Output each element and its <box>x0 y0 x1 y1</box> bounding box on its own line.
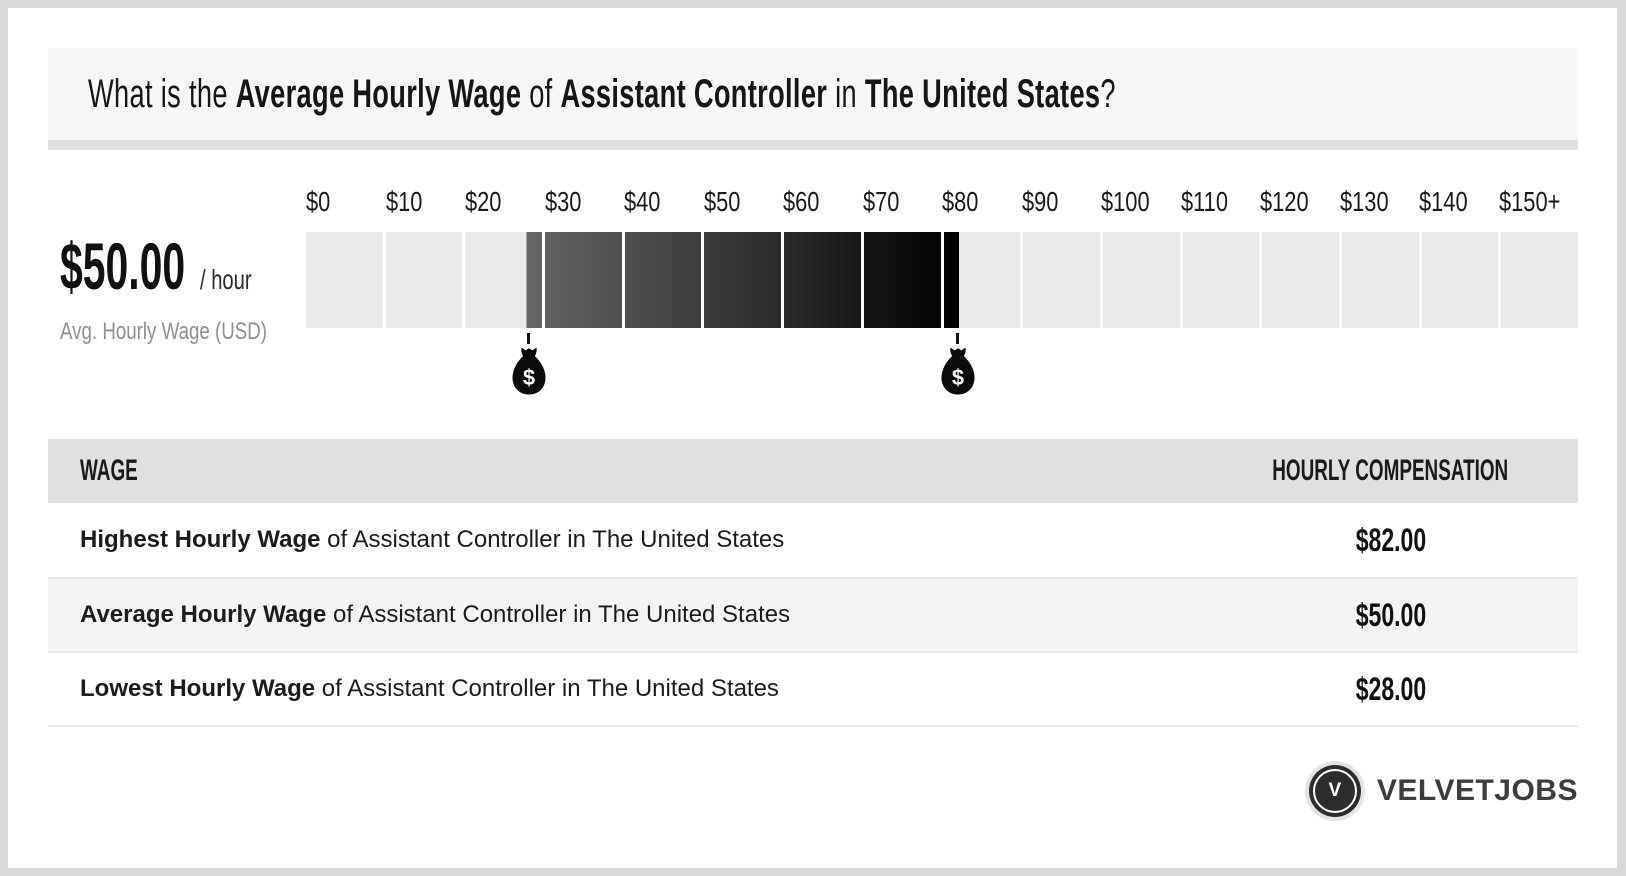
wage-bar-cell <box>306 232 383 328</box>
page-title: What is the Average Hourly Wage of Assis… <box>88 72 1116 117</box>
infographic-page: What is the Average Hourly Wage of Assis… <box>8 8 1617 868</box>
money-bag-icon: $ <box>941 347 975 395</box>
marker-tick <box>956 333 960 344</box>
axis-tick-label: $130 <box>1339 186 1389 217</box>
average-wage-unit: / hour <box>199 264 252 295</box>
footer: V VELVETJOBS <box>48 761 1578 821</box>
wage-bar-cell <box>1421 232 1499 328</box>
wage-gauge-section: $50.00 / hour Avg. Hourly Wage (USD) $0 $… <box>48 186 1578 395</box>
title-emphasis: The United States <box>864 71 1101 116</box>
wage-axis-labels: $0 $10 $20 $30 $40 $50 $60 $70 $80 $90 $100 $110 $12… <box>306 186 1578 217</box>
wage-bar-cell <box>1501 232 1578 328</box>
wage-bar-cell <box>624 232 702 328</box>
title-plain: in <box>827 71 865 116</box>
axis-tick-label: $120 <box>1260 186 1309 217</box>
wage-bar-cell <box>1023 232 1100 328</box>
table-row: Highest Hourly Wage of Assistant Control… <box>48 503 1578 577</box>
axis-tick-label: $50 <box>703 186 740 217</box>
velvetjobs-logo-icon[interactable]: V <box>1308 765 1361 817</box>
axis-tick-label: $40 <box>624 186 661 217</box>
axis-tick-label: $90 <box>1021 186 1058 217</box>
average-wage-summary: $50.00 / hour Avg. Hourly Wage (USD) <box>48 186 306 346</box>
axis-tick-label: $10 <box>385 186 422 217</box>
title-plain: What is the <box>88 71 236 116</box>
wage-row-value: $82.00 <box>1355 521 1426 558</box>
velvetjobs-wordmark[interactable]: VELVETJOBS <box>1376 774 1578 807</box>
money-bag-icon: $ <box>512 347 546 395</box>
average-wage-amount: $50.00 <box>60 229 186 303</box>
axis-tick-label: $140 <box>1419 186 1468 217</box>
axis-tick-label: $60 <box>783 186 820 217</box>
wage-row-label: Average Hourly Wage of Assistant Control… <box>80 601 791 628</box>
question-title-card: What is the Average Hourly Wage of Assis… <box>48 48 1578 150</box>
axis-tick-label: $30 <box>544 186 581 217</box>
table-row: Average Hourly Wage of Assistant Control… <box>48 577 1578 651</box>
wage-row-label: Lowest Hourly Wage of Assistant Controll… <box>80 675 779 702</box>
column-header-wage: WAGE <box>80 454 138 487</box>
axis-tick-label: $150+ <box>1498 186 1560 217</box>
svg-text:$: $ <box>522 365 534 390</box>
wage-bar-cell <box>545 232 622 328</box>
wage-table: WAGE HOURLY COMPENSATION Highest Hourly … <box>48 439 1578 727</box>
title-plain: ? <box>1100 71 1116 116</box>
wage-bar-cell <box>943 232 1021 328</box>
wage-bar-cell <box>1262 232 1339 328</box>
axis-tick-label: $0 <box>306 186 331 217</box>
average-wage-caption: Avg. Hourly Wage (USD) <box>60 318 268 345</box>
wage-table-body: Highest Hourly Wage of Assistant Control… <box>48 503 1578 725</box>
wage-bar-cell <box>1102 232 1180 328</box>
column-header-hourly-compensation: HOURLY COMPENSATION <box>1272 454 1509 487</box>
title-plain: of <box>521 71 561 116</box>
wage-bar-cell <box>1341 232 1419 328</box>
wage-bar-cell <box>784 232 861 328</box>
axis-tick-label: $70 <box>862 186 899 217</box>
wage-bar-cell <box>704 232 782 328</box>
logo-letter: V <box>1328 780 1342 801</box>
wage-bar-cell <box>385 232 463 328</box>
title-emphasis: Assistant Controller <box>560 71 828 116</box>
axis-tick-label: $100 <box>1101 186 1150 217</box>
table-row: Lowest Hourly Wage of Assistant Controll… <box>48 651 1578 725</box>
wage-row-value: $50.00 <box>1355 596 1426 633</box>
axis-tick-label: $20 <box>465 186 502 217</box>
axis-tick-label: $80 <box>942 186 979 217</box>
lowest-wage-marker: $ <box>512 328 546 395</box>
wage-bar-cells <box>306 232 1578 328</box>
wage-range-bar: $ $ <box>306 232 1578 395</box>
wage-table-header: WAGE HOURLY COMPENSATION <box>48 439 1578 503</box>
svg-text:$: $ <box>952 365 964 390</box>
highest-wage-marker: $ <box>941 328 975 395</box>
wage-bar-cell <box>465 232 543 328</box>
wage-row-label: Highest Hourly Wage of Assistant Control… <box>80 526 785 553</box>
wage-bar-cell <box>1182 232 1260 328</box>
wage-row-value: $28.00 <box>1355 670 1426 707</box>
wage-bar-cell <box>863 232 941 328</box>
axis-tick-label: $110 <box>1180 186 1228 217</box>
marker-tick <box>527 333 531 344</box>
title-emphasis: Average Hourly Wage <box>235 71 522 116</box>
wage-scale: $0 $10 $20 $30 $40 $50 $60 $70 $80 $90 $100 $110 $12… <box>306 186 1578 395</box>
